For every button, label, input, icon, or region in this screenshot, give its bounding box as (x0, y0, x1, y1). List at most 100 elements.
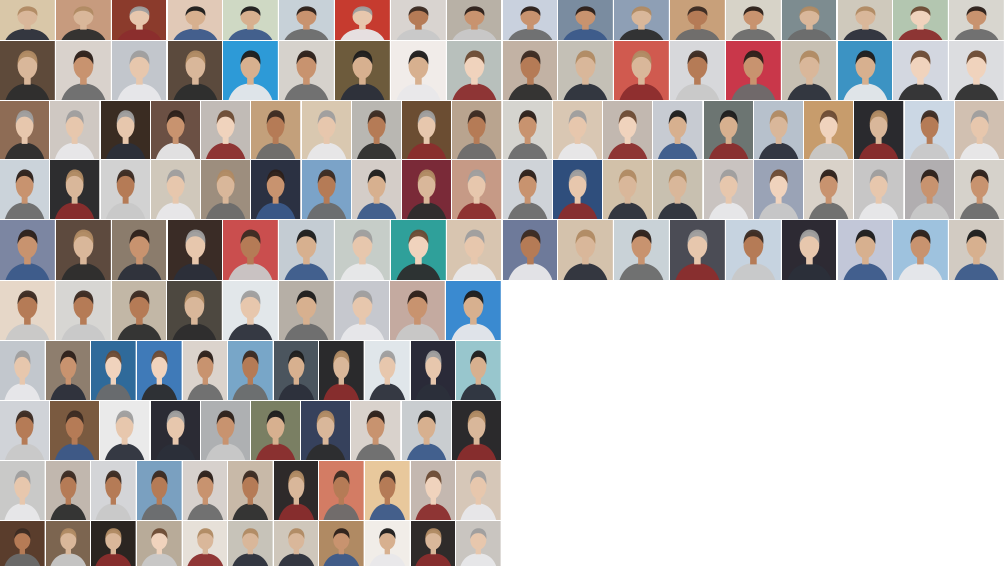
portrait-image (136, 341, 182, 400)
portrait-tile (502, 160, 552, 219)
portrait-image (136, 521, 182, 566)
portrait-tile (111, 0, 167, 40)
portrait-tile (273, 521, 319, 566)
portrait-tile (402, 101, 452, 159)
portrait-tile (0, 281, 55, 340)
portrait-image (653, 101, 703, 159)
portrait-image (558, 0, 614, 40)
portrait-image (319, 341, 365, 400)
portrait-image (502, 220, 558, 280)
portrait-image (167, 220, 223, 280)
portrait-tile (446, 281, 501, 340)
portrait-image (670, 0, 725, 40)
portrait-image (167, 281, 223, 340)
portrait-image (111, 0, 167, 40)
portrait-image (55, 281, 111, 340)
portrait-image (365, 461, 410, 520)
portrait-image (335, 0, 390, 40)
portrait-tile (273, 461, 319, 520)
portrait-tile (502, 0, 558, 40)
portrait-image (273, 461, 319, 520)
portrait-tile (653, 160, 703, 219)
portrait-image (502, 101, 552, 159)
portrait-tile (837, 0, 893, 40)
portrait-tile (111, 220, 167, 280)
portrait-tile (319, 461, 365, 520)
portrait-image (725, 41, 781, 100)
portrait-tile (200, 401, 250, 460)
portrait-image (614, 220, 669, 280)
portrait-tile (228, 521, 273, 566)
portrait-tile (167, 281, 223, 340)
portrait-image (949, 220, 1004, 280)
portrait-tile (781, 41, 837, 100)
portrait-tile (854, 160, 904, 219)
portrait-image (182, 521, 228, 566)
portrait-tile (167, 220, 223, 280)
portrait-image (55, 41, 111, 100)
portrait-tile (150, 101, 200, 159)
portrait-tile (100, 160, 150, 219)
portrait-tile (0, 101, 50, 159)
portrait-image (0, 521, 45, 566)
portrait-tile (390, 220, 446, 280)
portrait-image (334, 281, 390, 340)
portrait-image (0, 401, 50, 460)
portrait-image (50, 101, 100, 159)
portrait-image (111, 41, 167, 100)
portrait-image (91, 521, 136, 566)
portrait-tile (167, 41, 223, 100)
portrait-tile (390, 281, 446, 340)
portrait-tile (390, 41, 446, 100)
portrait-image (223, 220, 279, 280)
portrait-tile (0, 521, 45, 566)
portrait-tile (837, 220, 893, 280)
portrait-tile (55, 0, 111, 40)
portrait-tile (351, 160, 401, 219)
portrait-tile (278, 281, 334, 340)
portrait-tile (781, 220, 837, 280)
portrait-image (55, 0, 111, 40)
portrait-tile (351, 401, 401, 460)
portrait-tile (893, 220, 949, 280)
portrait-tile (670, 220, 725, 280)
portrait-image (251, 101, 301, 159)
portrait-tile (558, 0, 614, 40)
portrait-tile (136, 461, 182, 520)
portrait-image (410, 341, 456, 400)
portrait-tile (893, 41, 949, 100)
portrait-image (0, 101, 50, 159)
portrait-image (200, 401, 250, 460)
portrait-tile (653, 101, 703, 159)
portrait-image (0, 461, 45, 520)
portrait-image (0, 341, 45, 400)
portrait-image (451, 401, 501, 460)
portrait-image (893, 0, 949, 40)
portrait-tile (949, 0, 1004, 40)
portrait-tile (446, 41, 502, 100)
portrait-image (781, 220, 837, 280)
portrait-tile (201, 160, 251, 219)
portrait-image (228, 341, 273, 400)
portrait-tile (837, 41, 893, 100)
portrait-image (725, 0, 781, 40)
portrait-tile (201, 101, 251, 159)
portrait-image (558, 41, 614, 100)
portrait-tile (91, 461, 136, 520)
portrait-image (781, 41, 837, 100)
portrait-tile (365, 461, 410, 520)
portrait-tile (954, 101, 1004, 159)
portrait-tile (725, 0, 781, 40)
portrait-image (45, 521, 91, 566)
portrait-tile (301, 101, 351, 159)
portrait-tile (111, 281, 167, 340)
portrait-image (136, 461, 182, 520)
portrait-tile (502, 41, 558, 100)
portrait-tile (402, 160, 452, 219)
portrait-tile (301, 401, 351, 460)
portrait-image (251, 160, 301, 219)
portrait-tile (136, 521, 182, 566)
portrait-tile (502, 220, 558, 280)
portrait-tile (558, 41, 614, 100)
portrait-image (949, 0, 1004, 40)
